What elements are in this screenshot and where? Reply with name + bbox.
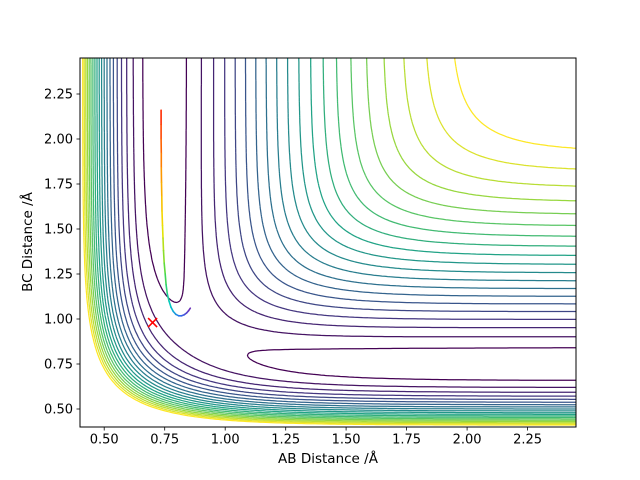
contour-lines: [81, 58, 576, 426]
trajectory-segment: [163, 262, 166, 275]
red-x-marker: [147, 317, 158, 328]
x-tick-label: 1.75: [392, 433, 421, 448]
axes-frame: [79, 57, 577, 428]
x-tick-label: 1.50: [332, 433, 361, 448]
contour-line: [92, 58, 576, 419]
contour-line: [120, 58, 576, 397]
trajectory-segment: [162, 237, 165, 252]
contour-line: [90, 58, 576, 420]
x-tick-label: 2.25: [513, 433, 542, 448]
trajectory-segment: [161, 224, 164, 239]
contour-line: [81, 58, 576, 426]
trajectory-segment: [165, 283, 169, 295]
contour-line: [126, 58, 576, 393]
y-tick-label: 2.00: [44, 133, 73, 148]
trajectory-segment: [161, 210, 164, 227]
x-axis-label: AB Distance /Å: [278, 451, 378, 467]
x-axis-ticks: 0.50 0.75 1.00 1.25 1.50 1.75 2.00 2.25: [90, 427, 542, 448]
x-tick-label: 1.00: [211, 433, 240, 448]
contour-line: [98, 58, 576, 414]
contour-line: [83, 58, 576, 425]
contour-line: [106, 58, 576, 408]
contour-line: [132, 58, 576, 389]
contour-line: [142, 58, 576, 381]
y-axis-ticks: 0.50 0.75 1.00 1.25 1.50 1.75 2.00 2.25: [44, 88, 80, 418]
y-tick-label: 2.25: [44, 88, 73, 103]
contour-line: [88, 58, 576, 421]
y-tick-label: 1.25: [44, 268, 73, 283]
contour-line: [100, 58, 576, 412]
x-tick-label: 0.75: [150, 433, 179, 448]
trajectory-segment: [162, 249, 165, 265]
contour-line: [116, 58, 576, 401]
x-tick-label: 1.25: [271, 433, 300, 448]
optimization-trajectory: [160, 109, 192, 317]
x-tick-label: 2.00: [453, 433, 482, 448]
contour-line: [109, 58, 576, 406]
y-tick-label: 0.75: [44, 358, 73, 373]
trajectory-segment: [164, 273, 167, 286]
contour-line: [86, 58, 576, 423]
y-tick-label: 1.50: [44, 223, 73, 238]
y-tick-label: 1.00: [44, 313, 73, 328]
contour-line: [85, 58, 576, 424]
contour-line: [94, 58, 576, 417]
trajectory-segment: [168, 300, 172, 309]
contour-line: [103, 58, 576, 410]
contour-line: [112, 58, 576, 403]
y-tick-label: 0.50: [44, 403, 73, 418]
y-tick-label: 1.75: [44, 178, 73, 193]
x-tick-label: 0.50: [90, 433, 119, 448]
y-axis-label: BC Distance /Å: [20, 192, 36, 292]
contour-line: [96, 58, 576, 416]
trajectory-segment: [187, 307, 192, 312]
trajectory-segment: [166, 292, 170, 302]
